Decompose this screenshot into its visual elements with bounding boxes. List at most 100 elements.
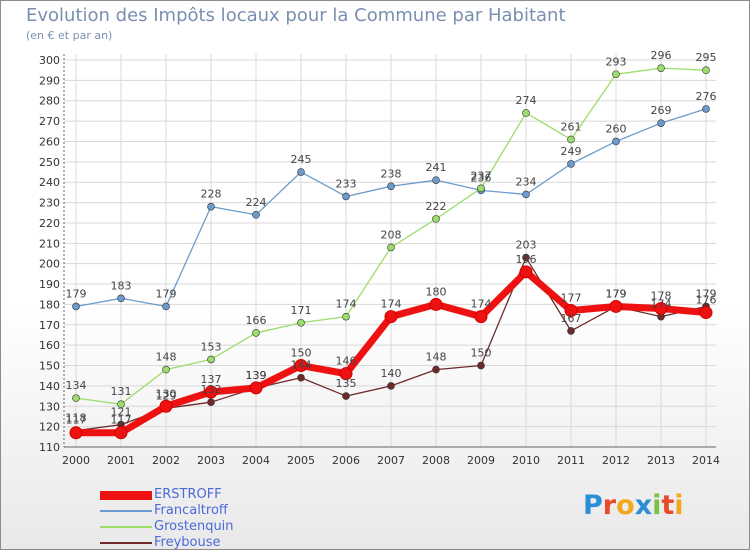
data-label-grostenquin: 222 xyxy=(426,200,447,213)
data-point-grostenquin xyxy=(522,109,530,117)
data-point-grostenquin xyxy=(567,135,575,144)
data-point-erstroff xyxy=(339,367,353,381)
x-tick-label: 2001 xyxy=(107,454,135,467)
y-tick-label: 210 xyxy=(39,237,60,250)
data-label-erstroff: 177 xyxy=(561,292,582,305)
data-point-erstroff xyxy=(114,426,128,440)
data-label-francaltroff: 179 xyxy=(66,287,87,300)
proxiti-logo: Proxiti xyxy=(583,490,684,521)
data-point-erstroff xyxy=(519,265,533,279)
data-label-francaltroff: 269 xyxy=(651,104,672,117)
data-point-erstroff xyxy=(564,304,578,318)
series-grostenquin xyxy=(72,64,710,409)
data-label-freybouse: 132 xyxy=(201,383,222,396)
logo-letter: P xyxy=(583,490,603,521)
y-tick-label: 150 xyxy=(39,360,60,373)
data-label-francaltroff: 260 xyxy=(606,122,627,135)
x-tick-label: 2002 xyxy=(152,454,180,467)
legend-label-erstroff: ERSTROFF xyxy=(154,487,222,502)
data-label-freybouse: 203 xyxy=(516,239,537,252)
data-label-grostenquin: 295 xyxy=(696,51,717,64)
data-label-francaltroff: 234 xyxy=(516,175,537,188)
x-tick-label: 2003 xyxy=(197,454,225,467)
data-point-francaltroff xyxy=(297,168,305,176)
y-tick-label: 220 xyxy=(39,217,60,230)
y-tick-label: 300 xyxy=(39,54,60,67)
x-tick-label: 2014 xyxy=(692,454,720,467)
data-label-grostenquin: 131 xyxy=(111,385,132,398)
data-label-grostenquin: 208 xyxy=(381,228,402,241)
data-point-erstroff xyxy=(654,301,668,315)
data-point-grostenquin xyxy=(72,394,80,402)
data-point-erstroff xyxy=(159,399,173,413)
y-tick-label: 270 xyxy=(39,115,60,128)
chart-title: Evolution des Impôts locaux pour la Comm… xyxy=(26,5,566,26)
y-tick-label: 240 xyxy=(39,176,60,189)
y-tick-label: 230 xyxy=(39,197,60,210)
legend-item-francaltroff: Francaltroff xyxy=(100,503,234,519)
data-point-erstroff xyxy=(69,426,83,440)
data-point-grostenquin xyxy=(657,64,665,72)
data-label-francaltroff: 233 xyxy=(336,177,357,190)
y-tick-label: 180 xyxy=(39,298,60,311)
data-point-francaltroff xyxy=(522,190,530,199)
data-label-erstroff: 117 xyxy=(111,414,132,427)
data-label-erstroff: 196 xyxy=(516,253,537,266)
data-point-freybouse xyxy=(297,373,305,382)
data-label-francaltroff: 228 xyxy=(201,188,222,201)
data-label-grostenquin: 148 xyxy=(156,351,177,364)
data-point-freybouse xyxy=(342,392,350,400)
data-point-francaltroff xyxy=(252,211,260,219)
data-label-francaltroff: 241 xyxy=(426,161,447,174)
logo-letter: t xyxy=(661,490,675,521)
data-point-francaltroff xyxy=(207,202,215,211)
data-label-freybouse: 139 xyxy=(246,369,267,382)
data-label-erstroff: 179 xyxy=(606,287,627,300)
data-label-erstroff: 137 xyxy=(201,373,222,386)
x-tick-label: 2007 xyxy=(377,454,405,467)
data-point-francaltroff xyxy=(657,119,665,127)
data-label-francaltroff: 236 xyxy=(471,171,492,184)
y-tick-label: 130 xyxy=(39,400,60,413)
data-point-erstroff xyxy=(384,310,398,324)
data-label-grostenquin: 174 xyxy=(336,298,357,311)
data-point-francaltroff xyxy=(612,137,620,146)
data-label-erstroff: 146 xyxy=(336,355,357,368)
data-point-francaltroff xyxy=(387,182,395,191)
data-point-grostenquin xyxy=(342,312,350,321)
data-label-erstroff: 139 xyxy=(246,369,267,382)
data-point-erstroff xyxy=(474,310,488,324)
data-point-freybouse xyxy=(567,327,575,335)
data-label-freybouse: 179 xyxy=(606,287,627,300)
data-label-francaltroff: 276 xyxy=(696,90,717,103)
data-label-erstroff: 117 xyxy=(66,414,87,427)
data-point-freybouse xyxy=(432,365,440,374)
data-label-grostenquin: 261 xyxy=(561,120,582,133)
x-tick-label: 2008 xyxy=(422,454,450,467)
data-label-freybouse: 167 xyxy=(561,312,582,325)
legend-item-grostenquin: Grostenquin xyxy=(100,519,234,535)
data-point-grostenquin xyxy=(117,400,125,409)
legend-item-erstroff: ERSTROFF xyxy=(100,487,234,503)
data-point-grostenquin xyxy=(207,355,215,364)
data-point-francaltroff xyxy=(702,105,710,113)
data-label-erstroff: 178 xyxy=(651,289,672,302)
data-label-freybouse: 129 xyxy=(156,389,177,402)
data-label-freybouse: 148 xyxy=(426,351,447,364)
x-tick-label: 2000 xyxy=(62,454,90,467)
x-tick-label: 2010 xyxy=(512,454,540,467)
chart-subtitle: (en € et par an) xyxy=(26,29,113,42)
data-label-francaltroff: 245 xyxy=(291,153,312,166)
y-tick-label: 200 xyxy=(39,258,60,271)
y-tick-label: 170 xyxy=(39,319,60,332)
logo-letter: i xyxy=(652,490,662,521)
y-tick-label: 190 xyxy=(39,278,60,291)
data-label-erstroff: 176 xyxy=(696,294,717,307)
data-label-freybouse: 121 xyxy=(111,406,132,419)
data-label-freybouse: 144 xyxy=(291,359,312,372)
logo-letter: i xyxy=(674,490,684,521)
data-label-francaltroff: 183 xyxy=(111,279,132,292)
x-tick-label: 2011 xyxy=(557,454,585,467)
data-label-erstroff: 180 xyxy=(426,285,447,298)
